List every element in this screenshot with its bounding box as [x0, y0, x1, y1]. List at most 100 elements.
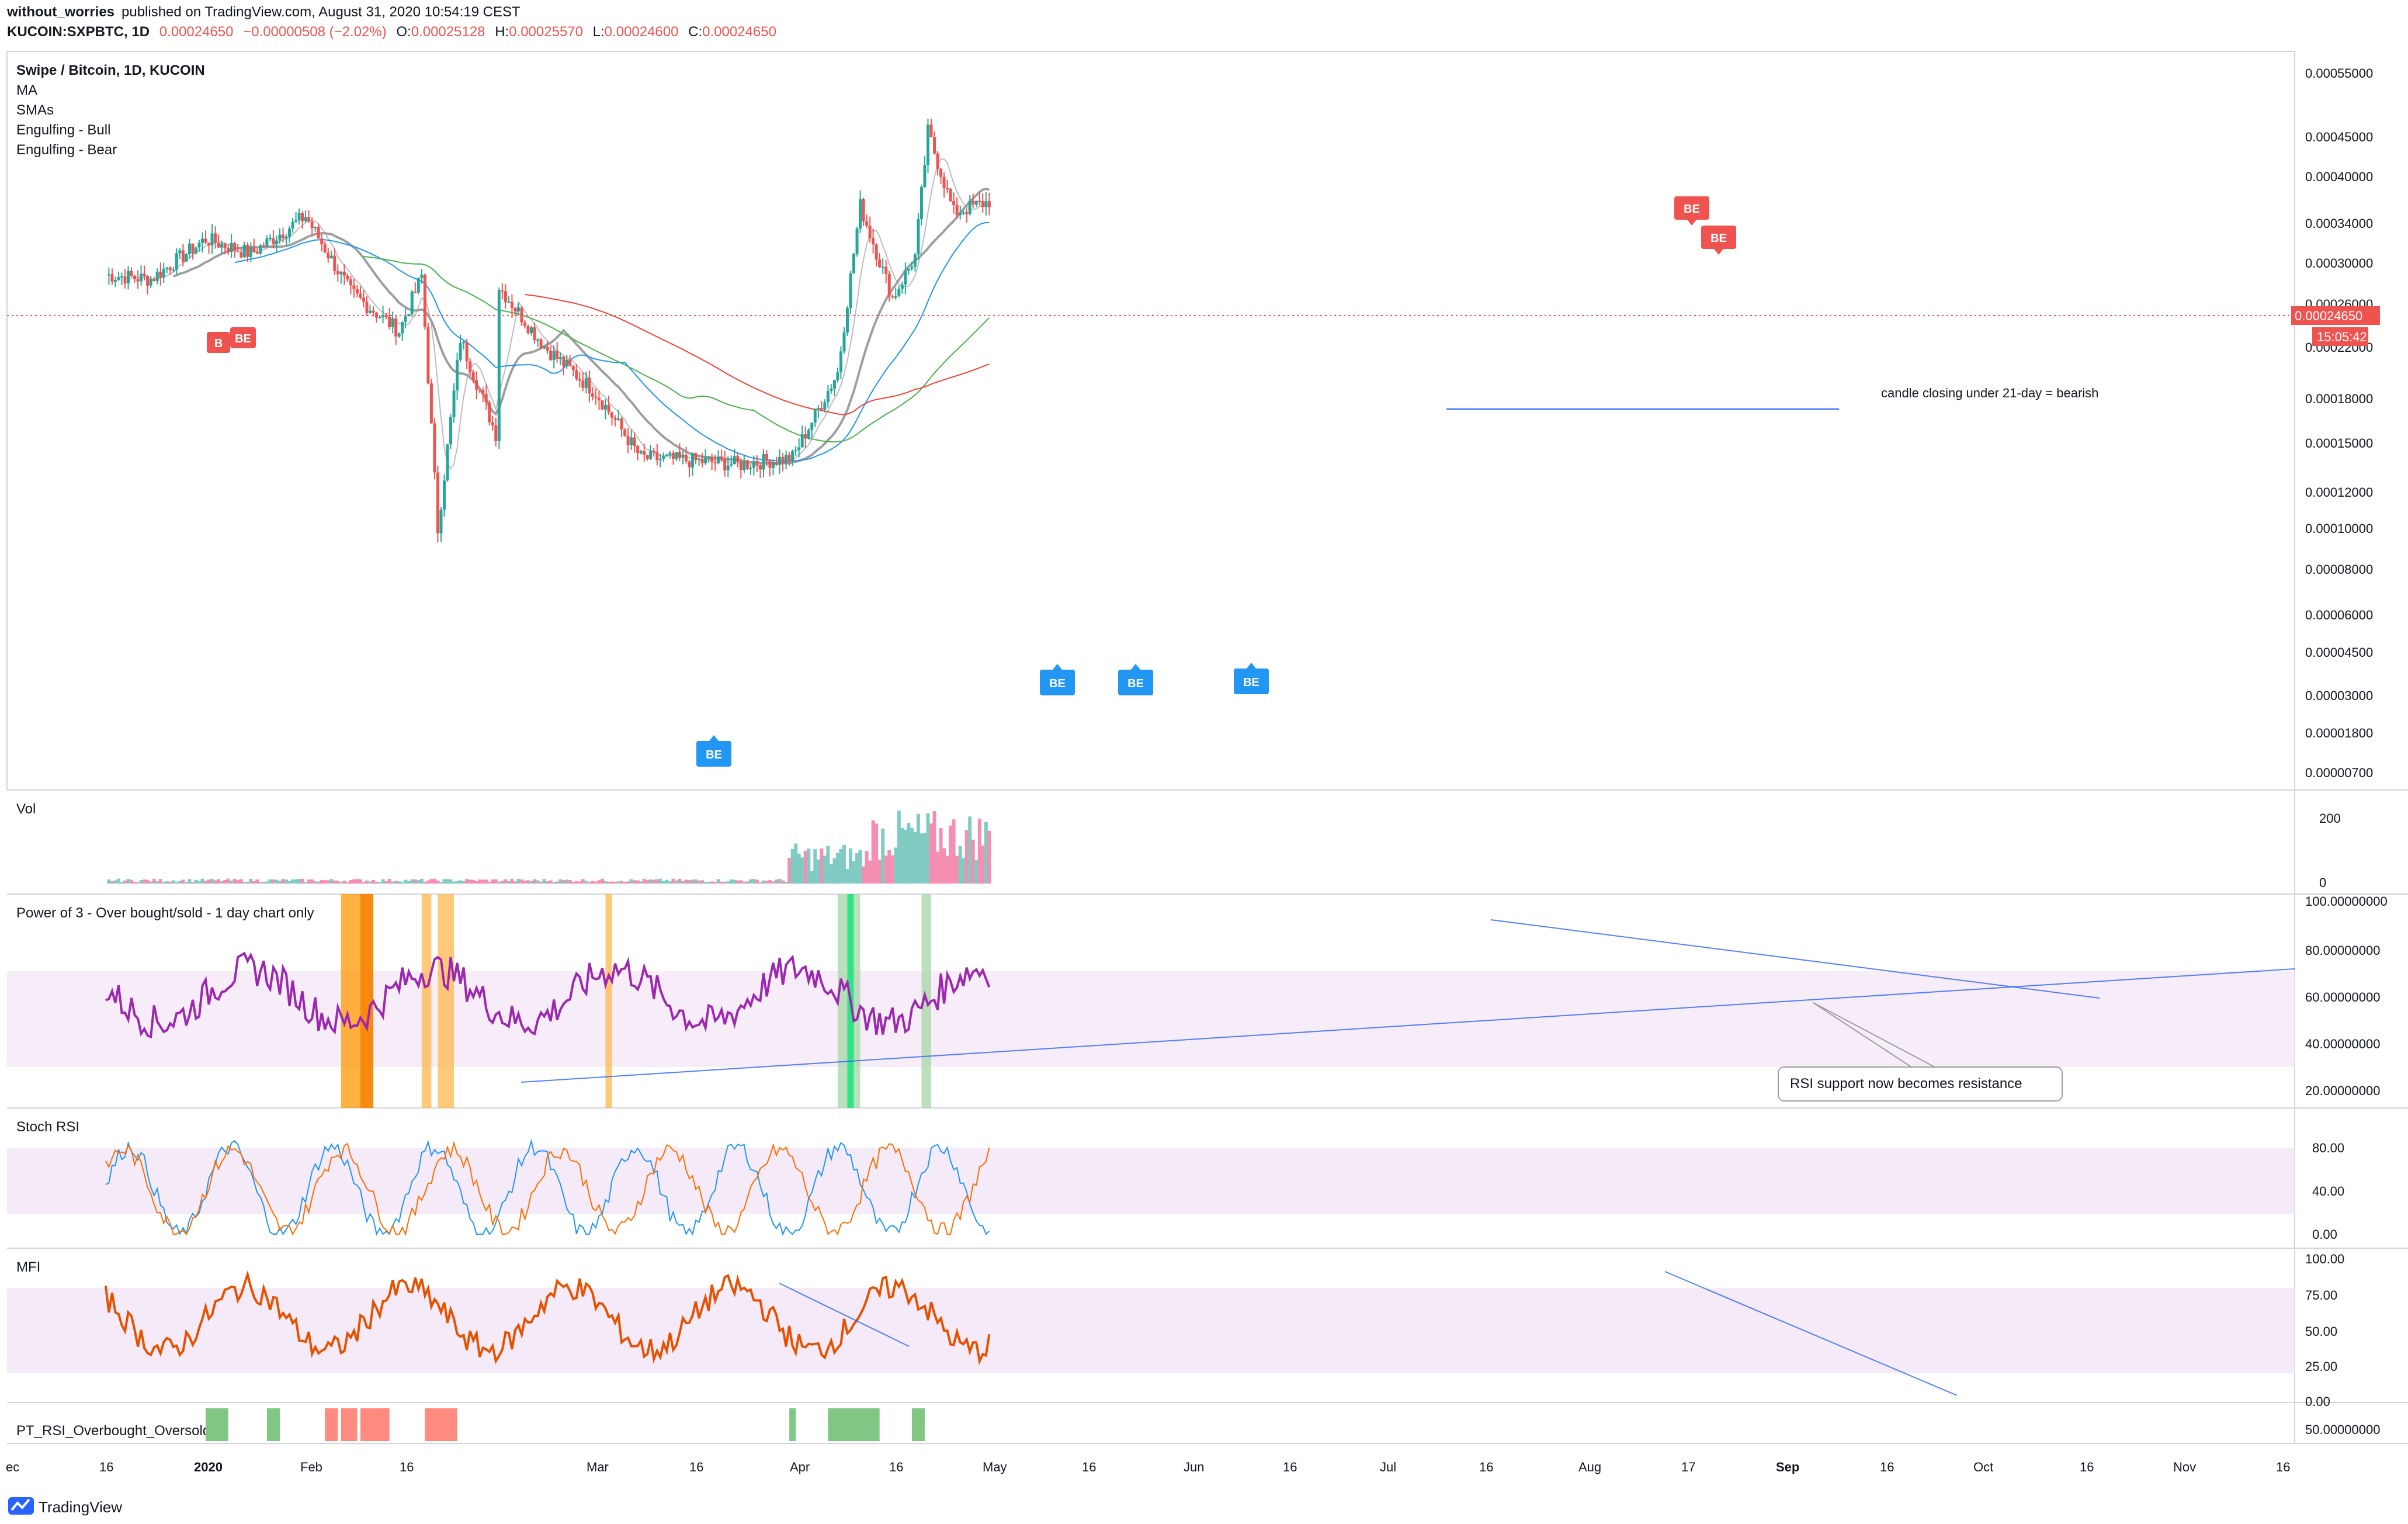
brand-name[interactable]: TradingView: [39, 1498, 122, 1516]
volume-bar: [381, 879, 385, 884]
candle-body: [939, 168, 943, 177]
volume-bar: [884, 855, 888, 884]
stoch-tick: 0.00: [2312, 1227, 2337, 1242]
candle-body: [123, 276, 127, 284]
volume-bar: [207, 879, 211, 884]
candle-body: [410, 292, 414, 314]
time-tick: ec: [6, 1460, 19, 1474]
candle-body: [665, 455, 668, 456]
candle-body: [662, 456, 665, 459]
volume-bar: [277, 881, 282, 884]
candle-body: [652, 451, 655, 453]
volume-bar: [197, 881, 201, 884]
candle-body: [717, 456, 720, 463]
volume-bar: [916, 813, 920, 884]
volume-bar: [607, 881, 610, 884]
candle-body: [404, 316, 407, 322]
pattern-label-text: BE: [706, 749, 722, 761]
pt-title: PT_RSI_Overbought_Oversold: [16, 1423, 210, 1439]
volume-bar: [726, 881, 730, 884]
volume-bar: [487, 881, 491, 884]
volume-bar: [932, 811, 936, 884]
pt-tick: 50.00000000: [2305, 1422, 2380, 1437]
volume-bar: [964, 830, 969, 884]
volume-bar: [877, 860, 882, 884]
rsi-line: [105, 951, 991, 1038]
volume-bar: [903, 829, 907, 884]
candle-body: [217, 243, 220, 248]
rsi-resistance-trendline: [1490, 919, 2100, 999]
candle-body: [526, 326, 530, 333]
price-tick: 0.00001800: [2305, 726, 2373, 740]
time-tick: Apr: [790, 1460, 810, 1474]
price-tick: 0.00040000: [2305, 169, 2373, 184]
candle-body: [272, 238, 275, 244]
volume-bar: [339, 881, 343, 884]
volume-bar: [355, 879, 359, 884]
legend-ma: MA: [16, 82, 37, 98]
candle-body: [223, 243, 227, 248]
candle-body: [785, 455, 788, 463]
candle-body: [794, 450, 797, 452]
volume-bar: [130, 879, 134, 884]
candle-body: [762, 454, 765, 470]
volume-bar: [110, 881, 114, 884]
open-label: O:: [396, 24, 411, 40]
candle-body: [807, 430, 810, 439]
symbol-info: KUCOIN:SXPBTC, 1D 0.00024650 −0.00000508…: [7, 24, 776, 40]
volume-bar: [807, 848, 811, 884]
publisher-user[interactable]: without_worries: [6, 4, 114, 20]
volume-bar: [781, 880, 785, 884]
volume-bar: [300, 878, 304, 884]
candle-body: [462, 342, 466, 344]
candle-body: [449, 417, 453, 445]
volume-bar: [513, 881, 517, 884]
volume-bar: [365, 880, 369, 884]
candle-body: [698, 459, 701, 460]
pattern-label-bear: BE: [230, 327, 256, 348]
candle-body: [971, 200, 975, 205]
price-tick: 0.00012000: [2305, 485, 2373, 500]
volume-bar: [481, 879, 485, 884]
volume-bar: [720, 881, 724, 884]
mfi-title: MFI: [16, 1259, 40, 1275]
volume-bar: [459, 880, 463, 884]
candle-body: [417, 278, 420, 293]
volume-bar: [968, 816, 972, 884]
volume-bar: [794, 843, 798, 884]
volume-bar: [652, 879, 656, 884]
volume-bar: [252, 881, 256, 884]
candle-body: [513, 308, 517, 311]
sma-50-line: [234, 221, 990, 462]
volume-bar: [710, 881, 714, 884]
countdown-tag-bg: [2312, 327, 2368, 346]
volume-bar: [143, 879, 147, 884]
candle-body: [617, 418, 620, 420]
tradingview-logo-icon[interactable]: [8, 1497, 34, 1515]
candle-body: [204, 238, 207, 243]
candle-body: [678, 452, 681, 458]
volume-bar: [626, 881, 630, 884]
volume-bar: [336, 881, 340, 884]
volume-bar: [587, 882, 591, 884]
high-value: 0.00025570: [509, 24, 583, 40]
volume-bar: [688, 880, 691, 884]
volume-bar: [790, 849, 794, 884]
candle-body: [268, 238, 272, 240]
candle-body: [810, 422, 814, 430]
candle-body: [633, 437, 636, 446]
volume-bar: [922, 833, 927, 884]
candle-body: [591, 393, 594, 397]
candle-body: [155, 271, 159, 281]
candle-body: [288, 228, 292, 237]
volume-bar: [391, 881, 395, 884]
candle-body: [278, 234, 282, 241]
volume-bar: [294, 879, 298, 884]
candle-body: [342, 271, 346, 276]
high-label: H:: [495, 24, 509, 40]
candle-body: [694, 453, 698, 460]
volume-bar: [787, 858, 792, 884]
candle-body: [530, 327, 533, 333]
volume-bar: [510, 879, 514, 884]
volume-bar: [984, 822, 988, 884]
